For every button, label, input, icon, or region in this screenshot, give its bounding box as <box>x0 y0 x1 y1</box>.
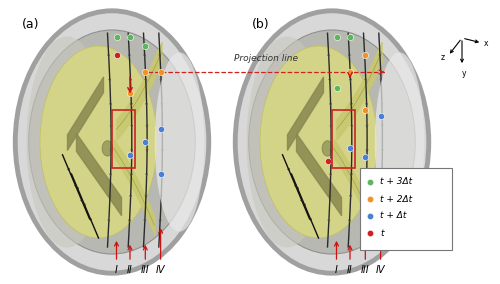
Text: t + Δt: t + Δt <box>380 212 406 220</box>
Ellipse shape <box>102 141 113 156</box>
Ellipse shape <box>155 53 204 231</box>
Ellipse shape <box>260 46 377 238</box>
Ellipse shape <box>236 11 429 273</box>
Text: II: II <box>127 265 133 275</box>
Text: y: y <box>462 68 466 78</box>
Text: III: III <box>141 265 150 275</box>
Ellipse shape <box>249 30 415 254</box>
Text: t + 3Δt: t + 3Δt <box>380 178 412 187</box>
Text: (a): (a) <box>22 18 40 31</box>
Text: III: III <box>361 265 370 275</box>
Bar <box>360 168 452 250</box>
Text: IV: IV <box>376 265 386 275</box>
Text: x: x <box>484 39 488 47</box>
Ellipse shape <box>29 30 195 254</box>
Ellipse shape <box>246 36 328 248</box>
Ellipse shape <box>375 53 424 231</box>
Bar <box>332 110 354 168</box>
Ellipse shape <box>26 36 108 248</box>
Text: t: t <box>380 229 384 237</box>
Text: Projection line: Projection line <box>234 54 298 63</box>
Ellipse shape <box>40 46 157 238</box>
Text: IV: IV <box>156 265 166 275</box>
Text: z: z <box>441 53 445 62</box>
Text: I: I <box>335 265 338 275</box>
Bar <box>112 110 134 168</box>
Ellipse shape <box>15 11 209 273</box>
Text: I: I <box>115 265 118 275</box>
Text: t + 2Δt: t + 2Δt <box>380 195 412 204</box>
Text: II: II <box>347 265 353 275</box>
Text: (b): (b) <box>252 18 270 31</box>
Ellipse shape <box>322 141 333 156</box>
